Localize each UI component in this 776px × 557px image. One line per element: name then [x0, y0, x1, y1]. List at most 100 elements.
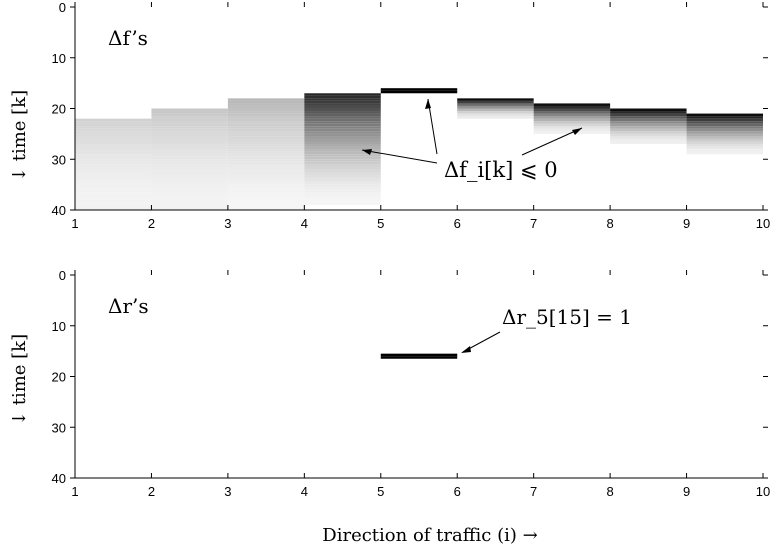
delta-r-y-tick-label: 20 — [52, 370, 66, 385]
delta-f-cell — [304, 194, 381, 198]
delta-f-cell — [610, 126, 687, 129]
delta-f-cell — [610, 138, 687, 142]
delta-f-x-tick-label: 6 — [454, 216, 461, 231]
delta-f-y-tick-label: 10 — [52, 51, 66, 66]
delta-f-cell — [457, 116, 534, 119]
delta-r-x-tick-label: 10 — [756, 484, 770, 499]
delta-f-cell — [304, 146, 381, 150]
delta-f-cell — [227, 207, 305, 210]
delta-f-cell — [686, 126, 763, 129]
delta-f-cell — [151, 116, 228, 119]
delta-f-cell — [227, 204, 305, 208]
delta-f-cell — [151, 187, 228, 190]
delta-f-cell — [304, 95, 381, 99]
delta-f-y-tick-label: 40 — [52, 203, 66, 218]
delta-f-cell — [533, 123, 611, 127]
delta-f-cell — [686, 144, 763, 147]
delta-f-cell — [75, 159, 152, 162]
delta-r-y-tick-label: 30 — [52, 420, 66, 435]
delta-f-cell — [457, 108, 534, 112]
delta-f-cell — [75, 177, 152, 180]
delta-f-cell — [75, 136, 152, 139]
delta-f-cell — [533, 105, 611, 109]
delta-f-cell — [304, 174, 381, 178]
delta-f-cell — [75, 141, 152, 145]
delta-f-cell — [75, 194, 152, 198]
delta-r-y-tick-label: 0 — [59, 268, 66, 283]
delta-r-annotation: Δr_5[15] = 1 — [461, 305, 632, 353]
delta-f-cell — [151, 121, 228, 124]
delta-f-segment — [304, 93, 381, 205]
delta-f-cell — [75, 151, 152, 155]
delta-f-cell — [151, 123, 228, 127]
delta-f-cell — [227, 128, 305, 132]
delta-f-cell — [304, 199, 381, 203]
delta-r-segment — [380, 353, 458, 359]
delta-f-cell — [75, 179, 152, 183]
delta-f-cell — [686, 146, 763, 150]
delta-f-cell — [151, 144, 228, 147]
delta-f-cell — [227, 116, 305, 119]
delta-f-cell — [304, 126, 381, 129]
delta-f-segment — [151, 108, 228, 210]
delta-f-cell — [227, 144, 305, 147]
delta-f-cell — [304, 187, 381, 190]
delta-f-cell — [686, 151, 763, 155]
delta-f-cell — [75, 133, 152, 137]
panel-delta-r: 1 2 3 4 5 6 7 8 9 10 0 10 20 30 40 Δr’s ↓ time [k] Δr_… — [9, 268, 770, 499]
delta-f-cell — [227, 197, 305, 200]
delta-f-x-tick-label: 2 — [148, 216, 155, 231]
delta-f-cell — [304, 144, 381, 147]
delta-f-cell — [227, 194, 305, 198]
delta-f-cell — [227, 169, 305, 172]
x-axis-label: Direction of traffic (i) → — [322, 525, 537, 546]
delta-f-x-tick-label: 5 — [377, 216, 384, 231]
delta-f-cell — [227, 136, 305, 139]
delta-f-cell — [227, 184, 305, 188]
delta-f-cell — [75, 199, 152, 203]
delta-f-cell — [304, 177, 381, 180]
delta-f-segment — [533, 103, 611, 134]
delta-f-cell — [304, 197, 381, 200]
delta-f-cell — [151, 174, 228, 178]
delta-f-cell — [610, 128, 687, 132]
delta-f-cell — [227, 202, 305, 205]
delta-f-cell — [227, 113, 305, 117]
delta-f-cell — [304, 179, 381, 183]
delta-f-cell — [227, 103, 305, 106]
delta-f-cell — [227, 131, 305, 134]
annotation-arrowhead-r — [461, 346, 471, 353]
delta-f-cell — [227, 154, 305, 157]
delta-f-cell — [151, 136, 228, 139]
delta-f-cell — [304, 149, 381, 152]
delta-f-cell — [75, 121, 152, 124]
delta-f-cell — [610, 141, 687, 145]
delta-r-y-tick-label: 40 — [52, 471, 66, 486]
delta-f-cell — [227, 166, 305, 170]
annotation-arrow-right — [521, 127, 583, 156]
delta-f-cell — [380, 88, 458, 91]
delta-f-cell — [227, 179, 305, 183]
delta-f-cell — [151, 151, 228, 155]
delta-f-cell — [151, 199, 228, 203]
delta-f-cell — [227, 151, 305, 155]
delta-f-cell — [227, 138, 305, 142]
delta-f-annotation-text: Δf_i[k] ⩽ 0 — [444, 158, 558, 182]
delta-f-cell — [457, 98, 534, 101]
delta-f-cell — [151, 179, 228, 183]
delta-f-segment — [457, 98, 534, 119]
delta-f-cell — [533, 126, 611, 129]
delta-f-cell — [304, 116, 381, 119]
delta-f-cell — [75, 144, 152, 147]
delta-f-cell — [75, 189, 152, 193]
delta-f-cell — [151, 189, 228, 193]
delta-f-cell — [227, 126, 305, 129]
delta-f-cell — [151, 159, 228, 162]
delta-f-cell — [151, 194, 228, 198]
delta-f-cell — [75, 204, 152, 208]
delta-f-cell — [227, 156, 305, 160]
delta-f-cell — [227, 161, 305, 165]
delta-f-x-tick-label: 8 — [606, 216, 613, 231]
delta-f-x-tick-label: 7 — [530, 216, 537, 231]
delta-f-cell — [75, 131, 152, 134]
